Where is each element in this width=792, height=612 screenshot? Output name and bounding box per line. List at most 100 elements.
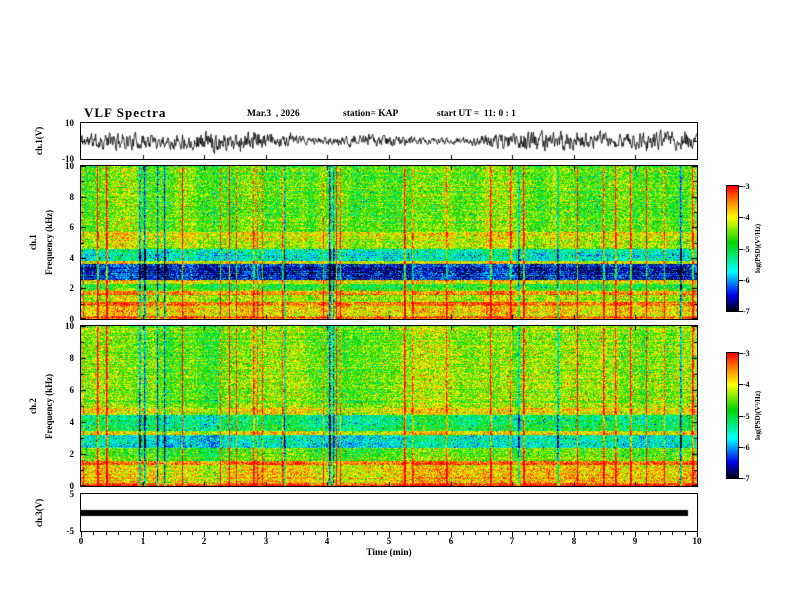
colorbar-tick-label: -3 <box>743 182 750 191</box>
ch1-wave-ylabel: ch.1(V) <box>34 126 44 156</box>
freq-tick-label: 6 <box>69 222 75 232</box>
freq-tick-label: 0 <box>69 481 75 491</box>
tick-mark <box>217 532 218 535</box>
freq-tick-label: 4 <box>69 253 75 263</box>
tick-mark <box>739 280 743 281</box>
freq-tick-label: 4 <box>69 417 75 427</box>
x-tick-label: 5 <box>386 536 392 546</box>
tick-mark <box>426 532 427 535</box>
tick-mark <box>549 532 550 535</box>
wave-tick-label: 10 <box>65 118 74 128</box>
colorbar-tick-label: -5 <box>743 412 750 421</box>
tick-mark <box>611 532 612 535</box>
colorbar-ch1 <box>726 185 739 312</box>
x-tick-label: 9 <box>632 536 638 546</box>
ch3-waveform-panel <box>80 493 698 532</box>
ch1-spec-freq-label: Frequency (kHz) <box>44 209 54 276</box>
ch3-wave-ylabel: ch.3(V) <box>34 498 44 527</box>
tick-mark <box>253 532 254 535</box>
colorbar-ch2-canvas <box>727 353 738 478</box>
colorbar-tick-label: -6 <box>743 276 750 285</box>
tick-mark <box>512 532 513 537</box>
tick-mark <box>290 532 291 535</box>
time-axis-label: Time (min) <box>366 548 412 558</box>
wave-tick-label: -10 <box>62 154 74 164</box>
ch2-spectrogram-canvas <box>81 326 697 486</box>
ch1-waveform-canvas <box>81 123 697 159</box>
tick-mark <box>685 532 686 535</box>
wave-tick-label: -5 <box>66 526 75 536</box>
tick-mark <box>315 532 316 535</box>
tick-mark <box>340 532 341 535</box>
freq-tick-label: 2 <box>69 449 75 459</box>
tick-mark <box>561 532 562 535</box>
colorbar-tick-label: -5 <box>743 245 750 254</box>
ch1-spectrogram-panel <box>80 165 698 320</box>
x-tick-label: 7 <box>509 536 515 546</box>
freq-tick-label: 8 <box>69 192 75 202</box>
tick-mark <box>739 416 743 417</box>
tick-mark <box>463 532 464 535</box>
tick-mark <box>672 532 673 535</box>
tick-mark <box>241 532 242 535</box>
tick-mark <box>278 532 279 535</box>
tick-mark <box>364 532 365 535</box>
colorbar-tick-label: -6 <box>743 443 750 452</box>
tick-mark <box>623 532 624 535</box>
tick-mark <box>93 532 94 535</box>
tick-mark <box>192 532 193 535</box>
tick-mark <box>475 532 476 535</box>
ch1-spec-channel-label: ch.1 <box>28 234 38 251</box>
tick-mark <box>598 532 599 535</box>
tick-mark <box>697 532 698 537</box>
x-tick-label: 8 <box>571 536 577 546</box>
colorbar-tick-label: -7 <box>743 474 750 483</box>
freq-tick-label: 10 <box>65 161 74 171</box>
tick-mark <box>401 532 402 535</box>
ch2-spec-channel-label: ch.2 <box>28 398 38 414</box>
colorbar-tick-label: -3 <box>743 349 750 358</box>
tick-mark <box>574 532 575 537</box>
tick-mark <box>537 532 538 535</box>
tick-mark <box>167 532 168 535</box>
tick-mark <box>204 532 205 537</box>
tick-mark <box>155 532 156 535</box>
tick-mark <box>229 532 230 535</box>
tick-mark <box>739 217 743 218</box>
header-start-ut: start UT = 11: 0 : 1 <box>437 109 516 119</box>
tick-mark <box>739 478 743 479</box>
tick-mark <box>130 532 131 535</box>
tick-mark <box>500 532 501 535</box>
colorbar-tick-label: -4 <box>743 380 750 389</box>
tick-mark <box>414 532 415 535</box>
tick-mark <box>327 532 328 537</box>
tick-mark <box>739 447 743 448</box>
freq-tick-label: 10 <box>65 321 74 331</box>
ch3-waveform-canvas <box>81 494 697 531</box>
x-tick-label: 10 <box>692 536 702 546</box>
tick-mark <box>352 532 353 535</box>
header-date: Mar.3 , 2026 <box>247 109 300 119</box>
tick-mark <box>525 532 526 535</box>
colorbar-tick-label: -4 <box>743 213 750 222</box>
tick-mark <box>739 353 743 354</box>
tick-mark <box>451 532 452 537</box>
tick-mark <box>739 186 743 187</box>
tick-mark <box>106 532 107 535</box>
x-tick-label: 0 <box>78 536 84 546</box>
tick-mark <box>143 532 144 537</box>
tick-mark <box>438 532 439 535</box>
tick-mark <box>488 532 489 535</box>
ch2-spectrogram-panel <box>80 325 698 487</box>
tick-mark <box>660 532 661 535</box>
x-tick-label: 6 <box>448 536 454 546</box>
header-station: station= KAP <box>343 109 399 119</box>
tick-mark <box>180 532 181 535</box>
colorbar-ch1-label: log(PSD)(V²/Hz) <box>754 223 762 274</box>
colorbar-ch2-label: log(PSD)(V²/Hz) <box>754 390 762 441</box>
x-tick-label: 1 <box>140 536 146 546</box>
colorbar-ch2 <box>726 352 739 479</box>
freq-tick-label: 0 <box>69 314 75 324</box>
tick-mark <box>266 532 267 537</box>
